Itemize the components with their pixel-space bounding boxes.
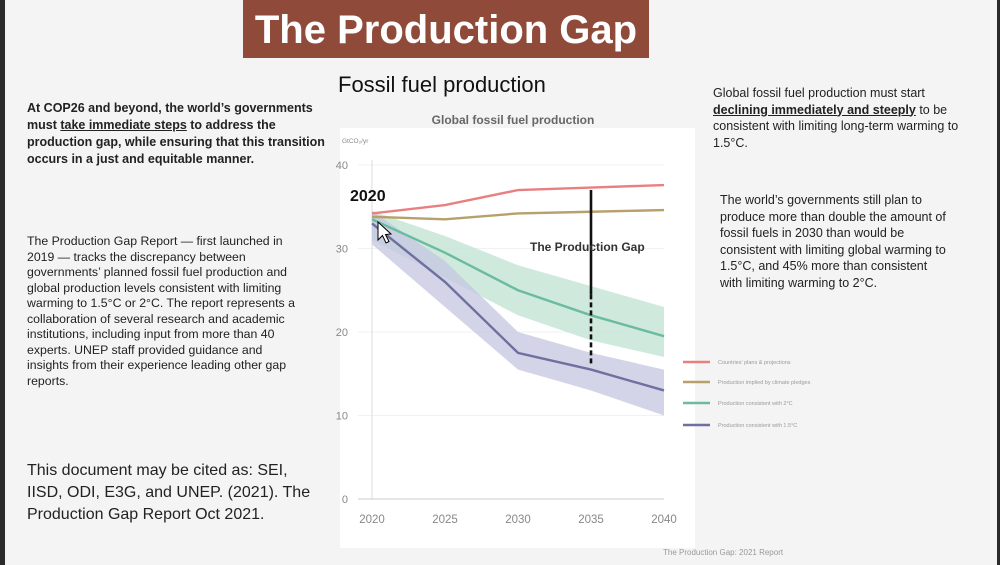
left-frame-edge (0, 0, 5, 565)
year-2020-label: 2020 (350, 188, 386, 205)
c15-range-band (372, 210, 664, 416)
page-subtitle: Fossil fuel production (338, 72, 546, 97)
right-detail-text: The world’s governments still plan to pr… (720, 193, 946, 290)
y-axis-label: GtCO₂/yr (342, 138, 369, 145)
right-callout-text: Global fossil fuel production must start (713, 86, 925, 100)
legend-label-plans: Countries’ plans & projections (718, 360, 791, 366)
pledges-series-line (371, 208, 665, 221)
gap-annotation: The Production Gap (530, 240, 645, 254)
c2-series-line (371, 218, 665, 338)
y-tick-label: 0 (342, 494, 348, 506)
x-tick-label: 2035 (578, 514, 604, 526)
c15-series-line (371, 222, 665, 392)
x-tick-label: 2025 (432, 514, 458, 526)
y-tick-label: 40 (336, 160, 348, 172)
right-frame-edge (997, 0, 1000, 565)
legend-label-c15: Production consistent with 1.5°C (718, 423, 797, 429)
title-banner: The Production Gap (243, 0, 649, 58)
x-tick-label: 2030 (505, 514, 531, 526)
legend-label-pledges: Production implied by climate pledges (718, 380, 811, 386)
legend-label-c2: Production consistent with 2°C (718, 401, 793, 407)
chart-title: Global fossil fuel production (432, 113, 595, 127)
left-callout-text: At COP26 and beyond, the world’s governm… (27, 101, 313, 132)
left-callout: At COP26 and beyond, the world’s governm… (27, 100, 332, 168)
right-callout: Global fossil fuel production must start… (713, 85, 983, 151)
left-callout-text-end: to address the production gap, while ens… (27, 118, 325, 166)
report-description: The Production Gap Report — first launch… (27, 234, 295, 388)
left-callout-underlined: take immediate steps (60, 118, 187, 132)
citation-text: This document may be cited as: SEI, IISD… (27, 462, 311, 523)
y-tick-label: 30 (336, 244, 348, 256)
plans-series-line (371, 183, 665, 215)
banner-title: The Production Gap (254, 8, 638, 52)
right-callout-underlined: declining immediately and steeply (713, 102, 916, 117)
y-tick-label: 10 (336, 411, 348, 423)
right-callout-text-end: to be consistent with limiting long-term… (713, 102, 959, 150)
y-tick-label: 20 (336, 327, 348, 339)
x-tick-label: 2020 (359, 514, 385, 526)
footer-source: The Production Gap: 2021 Report (663, 548, 784, 557)
mouse-cursor-icon (377, 220, 393, 244)
x-tick-label: 2040 (651, 514, 677, 526)
